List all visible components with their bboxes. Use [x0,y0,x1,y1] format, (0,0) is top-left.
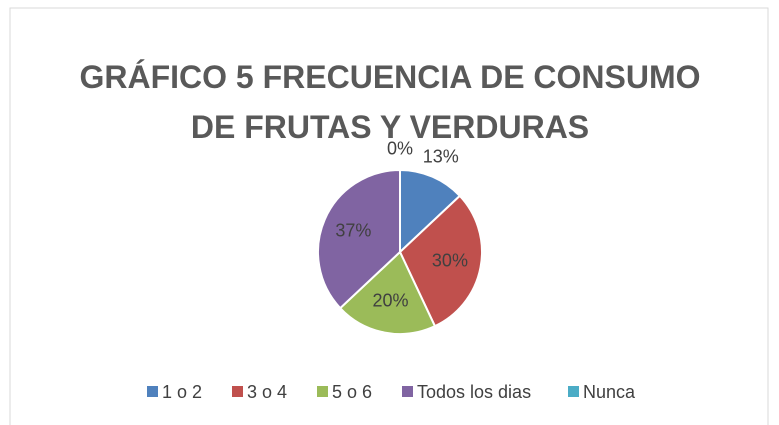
legend-swatch [402,386,413,397]
pie-slice [338,250,437,335]
legend-swatch [232,386,243,397]
legend-swatch [147,386,158,397]
legend-label: 1 o 2 [162,382,202,402]
data-label: 20% [372,291,408,311]
legend-swatch [568,386,579,397]
data-label: 0% [387,138,413,158]
legend-label: 5 o 6 [332,382,372,402]
legend-swatch [317,386,328,397]
legend-label: 3 o 4 [247,382,287,402]
legend-label: Nunca [583,382,636,402]
pie-slice [317,168,401,310]
pie-slice [399,168,462,255]
data-label: 13% [423,147,459,167]
chart-title: GRÁFICO 5 FRECUENCIA DE CONSUMO DE FRUTA… [79,59,701,145]
data-label: 37% [335,221,371,241]
legend-label: Todos los dias [417,382,531,402]
data-label: 30% [432,250,468,270]
